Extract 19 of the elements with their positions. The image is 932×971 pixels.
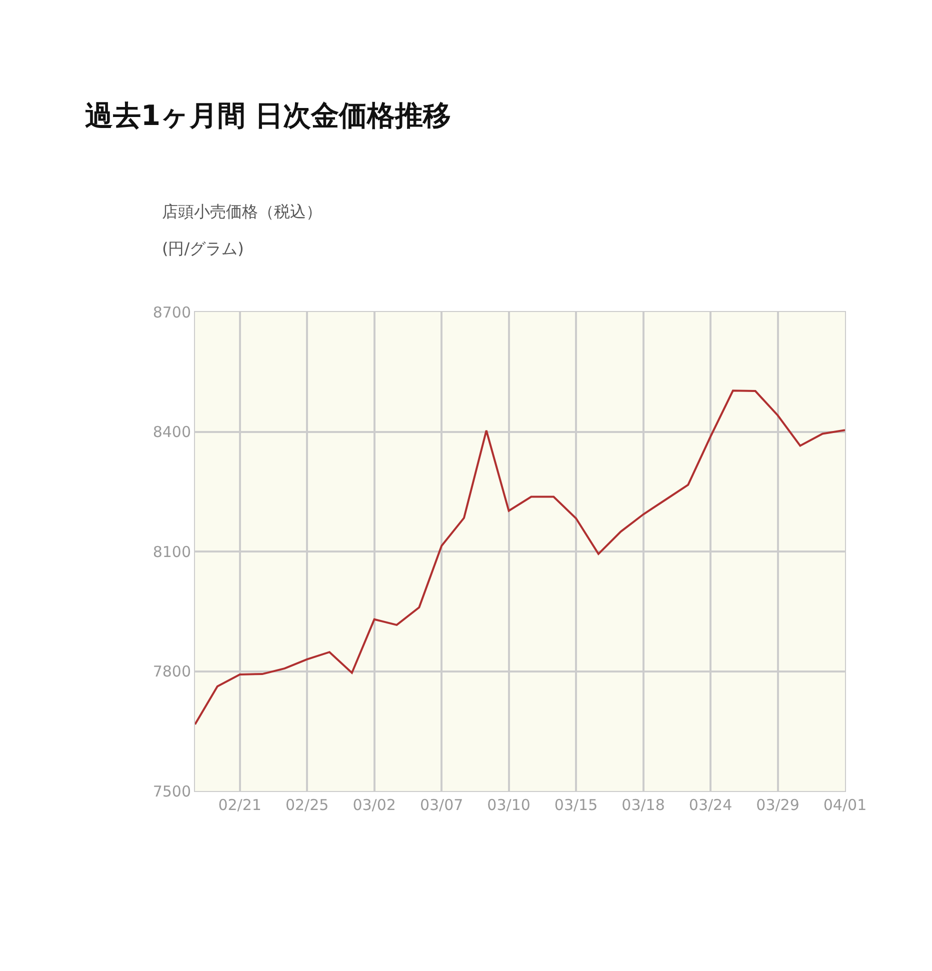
y-tick-label: 8700 (152, 303, 191, 322)
x-tick-label: 03/24 (688, 796, 732, 814)
chart-title: 過去1ヶ月間 日次金価格推移 (85, 98, 452, 132)
x-tick-label: 03/10 (487, 796, 530, 814)
x-tick-label: 04/01 (823, 796, 867, 814)
line-series (195, 390, 845, 726)
y-tick-label: 7500 (152, 782, 191, 800)
x-tick-label: 03/15 (554, 796, 598, 814)
x-tick-label: 03/07 (420, 796, 464, 814)
x-tick-label: 03/18 (622, 796, 665, 814)
x-tick-label: 02/21 (218, 796, 262, 814)
y-tick-label: 7800 (152, 662, 191, 680)
chart-subtitle: 店頭小売価格（税込） (162, 202, 322, 221)
y-axis-title: (円/グラム) (162, 239, 244, 258)
x-tick-label: 03/29 (756, 796, 800, 814)
y-tick-label: 8100 (152, 542, 191, 561)
x-tick-label: 03/02 (352, 796, 396, 814)
y-tick-label: 8400 (152, 423, 191, 441)
x-tick-label: 02/25 (285, 796, 329, 814)
